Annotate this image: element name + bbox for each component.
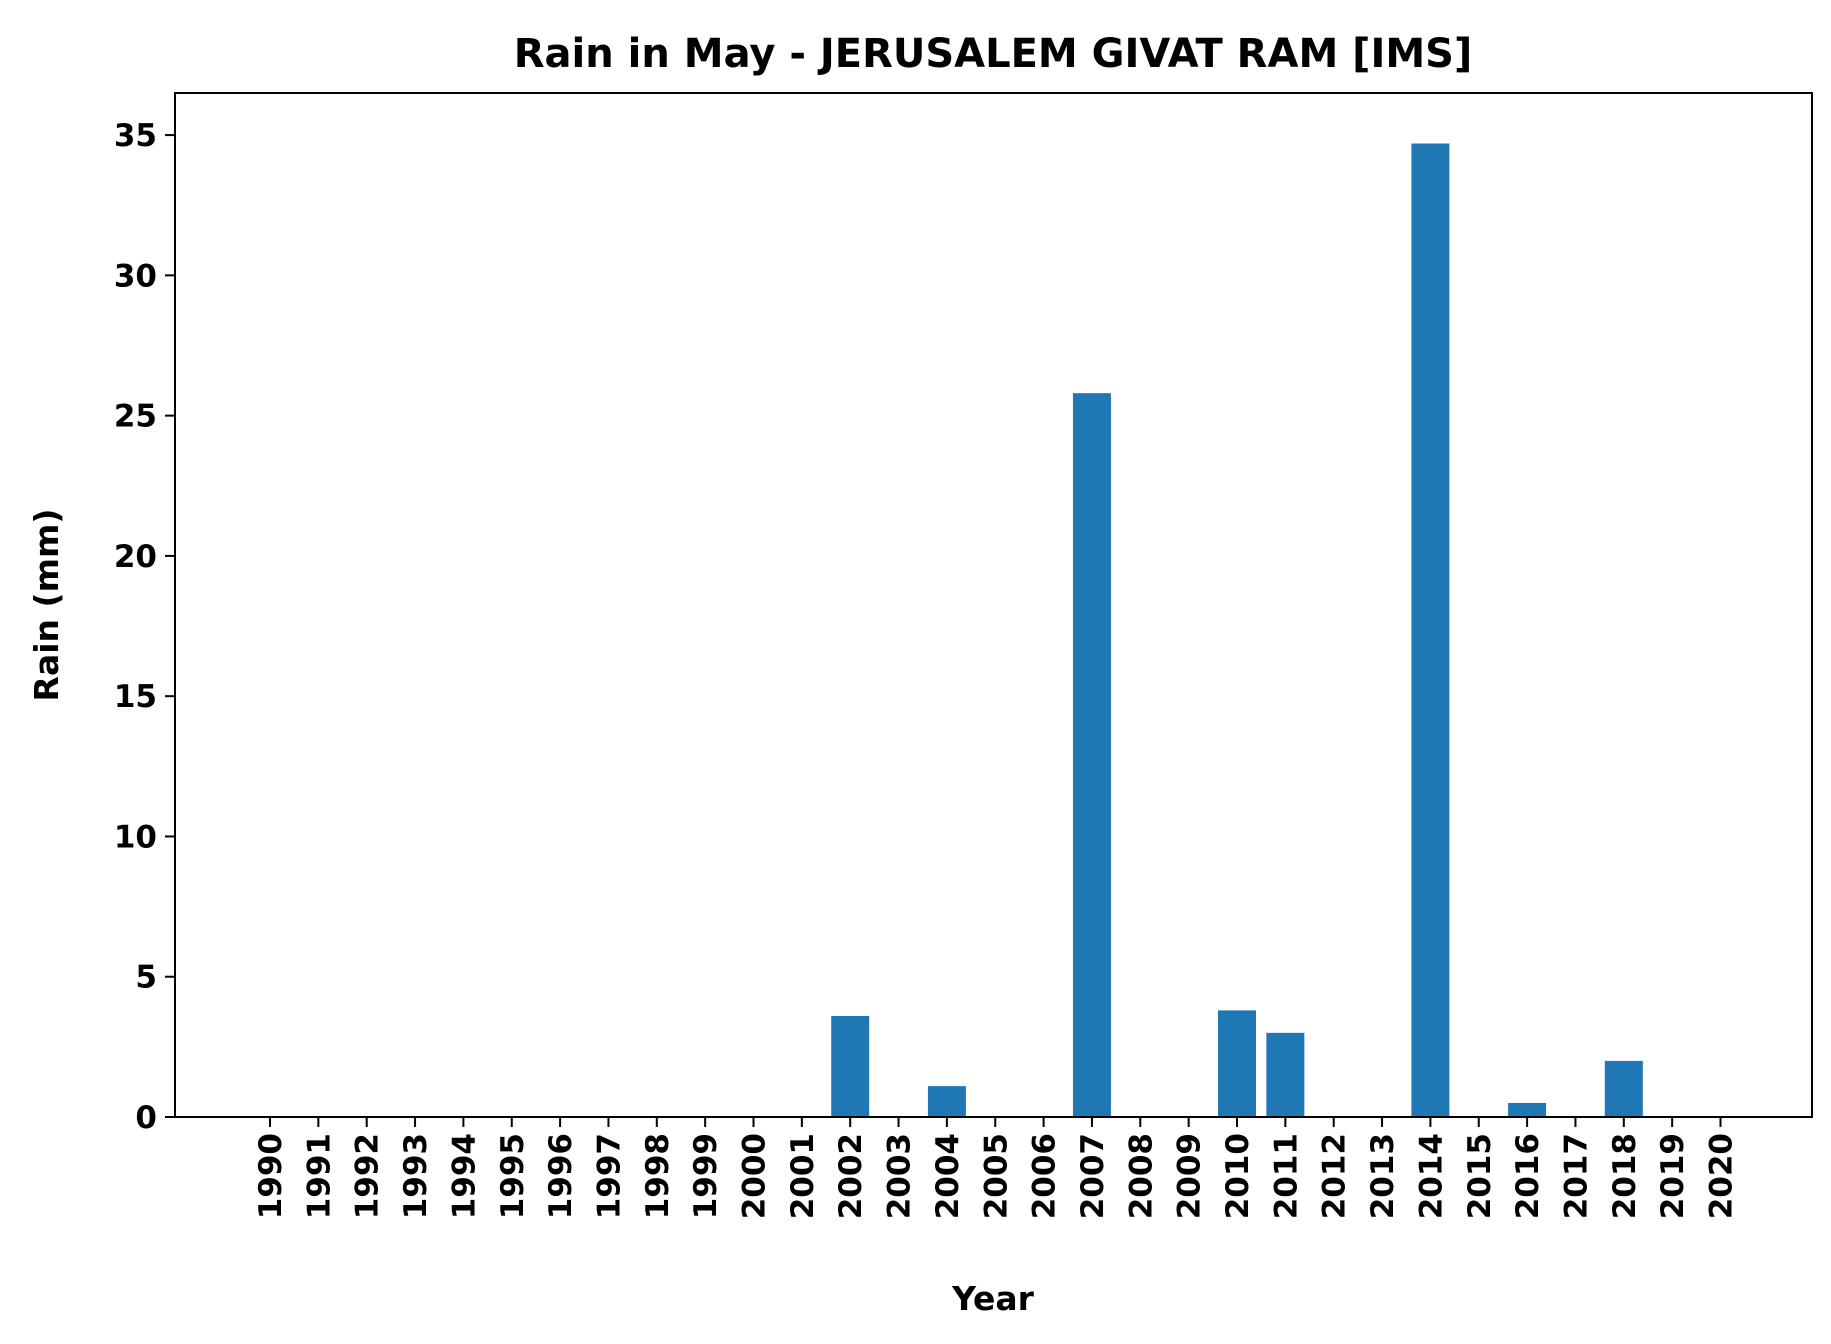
x-tick-label: 2002 (833, 1133, 869, 1219)
x-tick-label: 2011 (1268, 1133, 1304, 1219)
y-tick-label: 20 (114, 539, 157, 575)
x-tick-label: 2005 (978, 1133, 1014, 1219)
plot-frame (174, 92, 1813, 1118)
x-tick-label: 2012 (1317, 1133, 1353, 1219)
x-tick-label: 1993 (398, 1133, 434, 1219)
bars-group (831, 143, 1643, 1117)
y-tick-label: 15 (114, 679, 157, 715)
y-tick-label: 5 (135, 960, 157, 996)
x-tick-label: 1994 (446, 1133, 482, 1219)
x-tick-label: 2017 (1558, 1133, 1594, 1219)
x-tick-label: 1996 (543, 1133, 579, 1219)
x-tick-label: 1991 (301, 1133, 337, 1219)
x-tick-label: 2015 (1462, 1133, 1498, 1219)
chart-title: Rain in May - JERUSALEM GIVAT RAM [IMS] (514, 31, 1472, 77)
x-tick-label: 2006 (1027, 1133, 1063, 1219)
x-tick-label: 2000 (737, 1133, 773, 1219)
y-tick-label: 10 (114, 819, 157, 855)
bar-2018 (1604, 1060, 1643, 1117)
x-tick-label: 2001 (785, 1133, 821, 1219)
x-tick-label: 2020 (1704, 1133, 1740, 1219)
bar-2011 (1266, 1032, 1305, 1117)
x-tick-label: 2009 (1172, 1133, 1208, 1219)
y-tick-label: 0 (135, 1100, 157, 1136)
bar-2007 (1072, 393, 1111, 1117)
x-axis-label: Year (951, 1279, 1035, 1318)
bar-2014 (1411, 143, 1450, 1117)
x-tick-label: 2019 (1655, 1133, 1691, 1219)
x-tick-label: 2007 (1075, 1133, 1111, 1219)
y-tick-label: 25 (114, 399, 157, 435)
bar-2002 (831, 1016, 870, 1117)
y-axis-label: Rain (mm) (27, 509, 66, 702)
y-tick-label: 35 (114, 118, 157, 154)
x-tick-label: 2014 (1413, 1133, 1449, 1219)
bar-2004 (927, 1086, 966, 1117)
bar-2016 (1508, 1102, 1547, 1117)
x-tick-label: 1990 (253, 1133, 289, 1219)
y-axis: 0 5 10 15 20 25 30 35 (114, 118, 175, 1136)
x-tick-label: 1995 (495, 1133, 531, 1219)
x-tick-label: 2018 (1607, 1133, 1643, 1219)
x-tick-label: 1997 (591, 1133, 627, 1219)
x-tick-label: 2004 (930, 1133, 966, 1219)
x-axis: 1990 1991 1992 1993 1994 1995 1996 1997 1998 1999… (253, 1117, 1740, 1219)
x-tick-label: 1998 (640, 1133, 676, 1219)
y-tick-label: 30 (114, 258, 157, 294)
bar-2010 (1218, 1010, 1256, 1117)
x-tick-label: 2010 (1220, 1133, 1256, 1219)
x-tick-label: 2008 (1123, 1133, 1159, 1219)
x-tick-label: 1992 (350, 1133, 386, 1219)
x-tick-label: 2013 (1365, 1133, 1401, 1219)
x-tick-label: 2003 (882, 1133, 918, 1219)
x-tick-label: 1999 (688, 1133, 724, 1219)
x-tick-label: 2016 (1510, 1133, 1546, 1219)
